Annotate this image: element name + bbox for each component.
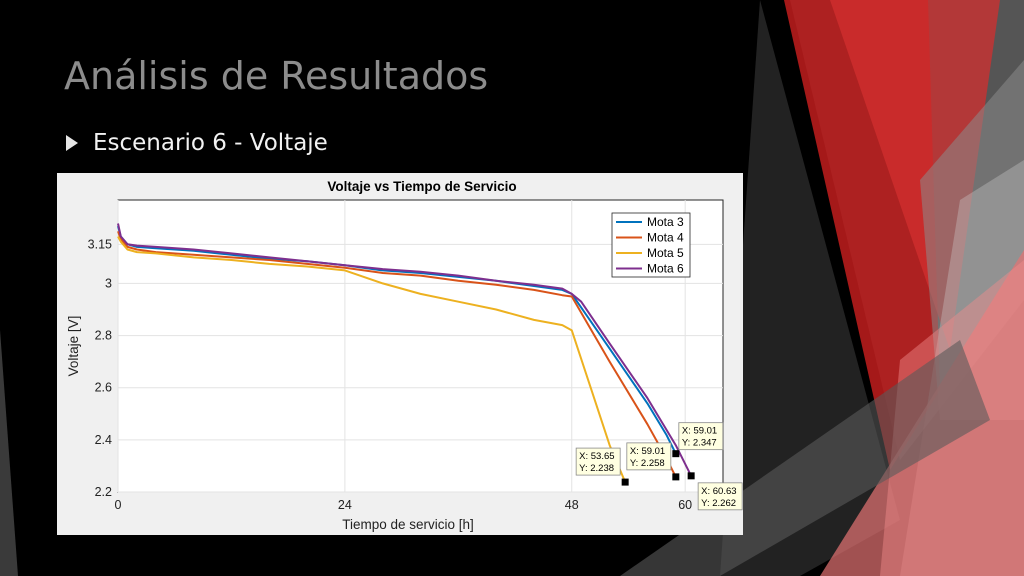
datatip-y-label: Y: 2.262 <box>701 498 736 509</box>
x-tick-label: 0 <box>115 498 122 512</box>
y-tick-label: 3 <box>105 276 112 290</box>
slide-title: Análisis de Resultados <box>64 54 489 98</box>
y-tick-label: 3.15 <box>88 237 112 251</box>
bullet-item: Escenario 6 - Voltaje <box>66 130 328 156</box>
legend-label: Mota 4 <box>647 231 684 245</box>
x-axis-label: Tiempo de servicio [h] <box>342 517 474 532</box>
datatip-x-label: X: 59.01 <box>682 426 717 437</box>
x-tick-label: 24 <box>338 498 352 512</box>
series-line-mota-3 <box>117 225 677 455</box>
line-chart: Voltaje vs Tiempo de Servicio 2.2 2.4 2.6 2… <box>66 179 743 532</box>
datatip-x-label: X: 53.65 <box>579 451 614 462</box>
datatip-box <box>697 482 743 511</box>
y-tick-label: 2.2 <box>95 485 112 499</box>
x-tick-label: 60 <box>678 498 692 512</box>
legend-label: Mota 5 <box>647 246 684 260</box>
datatip-marker <box>672 450 680 458</box>
datatip-marker <box>672 473 680 481</box>
datatip-marker <box>687 472 695 480</box>
datatip-box <box>575 447 621 476</box>
datatip-x-label: X: 60.63 <box>701 486 736 497</box>
datatip-marker <box>621 478 629 486</box>
series-line-mota-4 <box>117 230 677 478</box>
x-tick-label: 48 <box>565 498 579 512</box>
legend-label: Mota 3 <box>647 215 684 229</box>
y-axis-label: Voltaje [V] <box>66 316 81 377</box>
y-tick-label: 2.6 <box>95 381 112 395</box>
bullet-text: Escenario 6 - Voltaje <box>93 130 328 156</box>
bullet-arrow-icon <box>66 135 78 151</box>
chart-figure: Voltaje vs Tiempo de Servicio 2.2 2.4 2.6 2… <box>57 173 743 535</box>
datatip-y-label: Y: 2.347 <box>682 438 717 449</box>
chart-title: Voltaje vs Tiempo de Servicio <box>327 179 516 194</box>
datatip-box <box>626 442 672 471</box>
y-tick-label: 2.8 <box>95 329 112 343</box>
datatip-box <box>678 422 724 451</box>
datatip-y-label: Y: 2.238 <box>579 463 614 474</box>
legend-box <box>611 212 691 278</box>
series-line-mota-6 <box>117 223 692 477</box>
datatip-x-label: X: 59.01 <box>630 446 665 457</box>
legend-label: Mota 6 <box>647 262 684 276</box>
series-line-mota-5 <box>117 236 627 483</box>
datatip-y-label: Y: 2.258 <box>630 458 665 469</box>
y-tick-label: 2.4 <box>95 433 112 447</box>
